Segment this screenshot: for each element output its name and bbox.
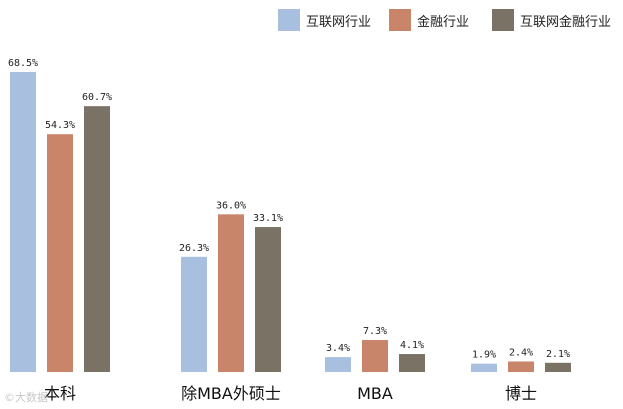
data-label-3-1: 2.4% <box>509 347 533 358</box>
data-label-2-0: 3.4% <box>326 343 350 354</box>
data-label-0-0: 68.5% <box>8 58 38 69</box>
bar-1-1 <box>218 214 244 372</box>
legend: 互联网行业 <box>278 8 371 32</box>
bar-1-0 <box>181 256 207 372</box>
bar-3-2 <box>545 362 571 372</box>
watermark: ©大数据 <box>4 391 48 404</box>
legend-swatch-internet-finance <box>492 9 514 31</box>
legend: 金融行业 <box>389 8 469 32</box>
data-label-1-2: 33.1% <box>253 213 283 224</box>
data-label-3-2: 2.1% <box>546 349 570 360</box>
bar-2-0 <box>325 357 351 372</box>
data-label-3-0: 1.9% <box>472 350 496 361</box>
category-label-1: 除MBA外硕士 <box>181 384 281 403</box>
bar-0-1 <box>47 134 73 372</box>
category-label-0: 本科 <box>44 384 76 403</box>
legend-label-finance: 金融行业 <box>417 14 470 30</box>
bar-2-1 <box>362 340 388 372</box>
legend: 互联网金融行业 <box>492 8 611 32</box>
legend-swatch-internet <box>278 9 300 31</box>
category-label-3: 博士 <box>505 384 537 403</box>
data-label-2-2: 4.1% <box>400 340 424 351</box>
legend-label-internet-finance: 互联网金融行业 <box>520 14 612 30</box>
data-label-1-0: 26.3% <box>179 243 209 254</box>
data-label-0-2: 60.7% <box>82 92 112 103</box>
bar-1-2 <box>255 227 281 372</box>
bar-0-2 <box>84 106 110 372</box>
data-label-1-1: 36.0% <box>216 200 246 211</box>
bar-3-1 <box>508 361 534 372</box>
legend-label-internet: 互联网行业 <box>306 14 372 30</box>
bar-0-0 <box>10 72 36 372</box>
bar-3-0 <box>471 363 497 372</box>
bar-2-2 <box>399 354 425 372</box>
data-label-0-1: 54.3% <box>45 120 75 131</box>
data-label-2-1: 7.3% <box>363 326 387 337</box>
legend-swatch-finance <box>389 9 411 31</box>
category-label-2: MBA <box>357 384 393 403</box>
